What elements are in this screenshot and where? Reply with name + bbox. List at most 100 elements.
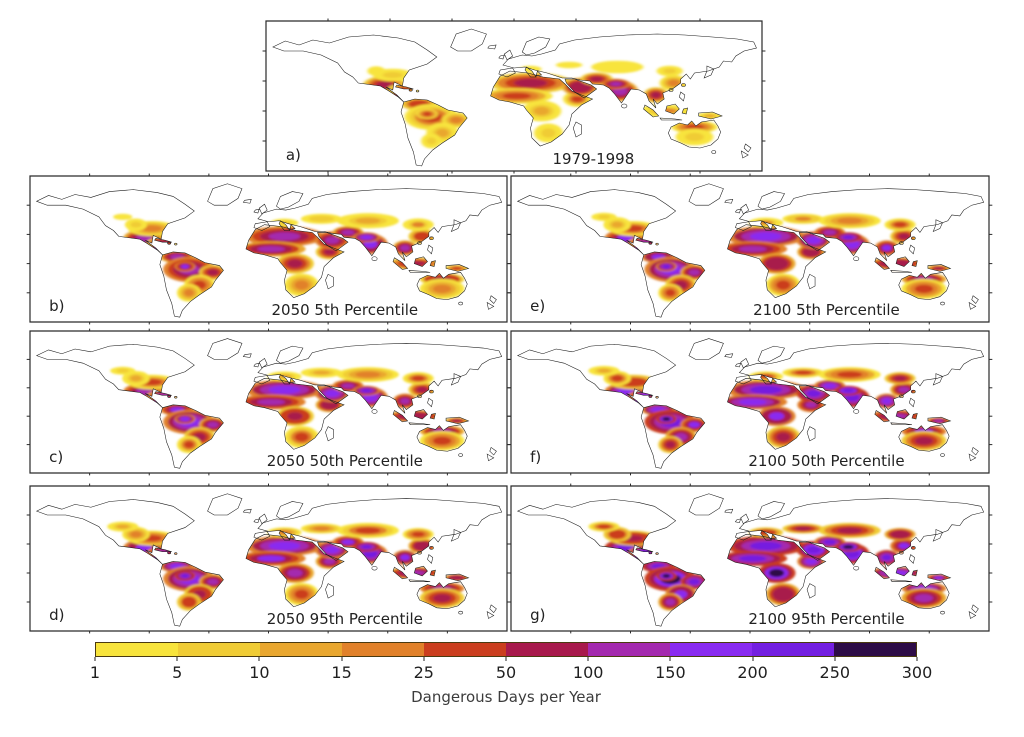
heat-region-congo [768,259,785,268]
coastline [259,514,267,524]
heat-region-us_plains [611,221,623,228]
heat-region-southern_africa [541,128,556,138]
panel-border [30,176,507,322]
heat-region-gran_chaco [426,137,437,145]
coastline [160,405,224,468]
heat-layer [110,366,469,454]
coastline [807,274,815,289]
heat-region-canada_south [597,368,611,373]
colorbar-tick-label-100: 100 [572,663,604,682]
coastline [891,580,912,582]
coastline [896,566,909,576]
coastline [666,104,680,114]
heat-region-horn_east_africa [805,248,817,255]
coastline [636,548,653,552]
coastline [246,378,344,449]
coastline [854,410,859,414]
colorbar-tick-mark [423,657,425,661]
coastline [430,261,435,267]
coastline [656,396,659,398]
coastline [621,104,627,108]
heat-region-horn_east_africa [323,248,336,255]
coastline [246,534,344,607]
heat-region-central_asia [355,371,381,378]
coastline [712,151,716,154]
colorbar-axis-label: Dangerous Days per Year [411,688,601,706]
panel-title-g: 2100 95th Percentile [748,610,905,628]
coastline-layer [37,339,502,469]
heat-region-eastern_europe [560,62,578,68]
heat-region-indochina [881,554,892,561]
heat-region-us_plains [611,375,623,382]
panel-border [30,331,507,473]
coastline [911,237,915,240]
coastline [372,410,377,414]
heat-region-eastern_europe [794,216,812,221]
coastline [758,192,785,210]
heat-region-arabia [325,390,339,397]
coastline [487,303,494,310]
coastline [911,546,915,549]
heat-region-south_china [668,79,680,87]
heat-region-south_china [898,386,910,393]
heat-region-arabia [806,390,821,397]
coastline-layer [37,184,502,317]
panel-title-a: 1979-1998 [552,150,635,168]
coastline [318,386,348,404]
heat-region-sahara [268,385,301,394]
coastline [771,378,776,383]
coastline [739,189,983,261]
heat-region-eastern_europe [313,526,330,531]
coastline [660,118,682,120]
coastline [243,509,251,513]
colorbar-tick-label-200: 200 [737,663,768,682]
coastline [911,390,915,393]
coastline [969,303,976,310]
coastline-layer [518,494,984,626]
coastline [735,209,740,213]
world-map-e [511,176,989,322]
heat-region-gran_chaco [184,441,194,449]
heat-region-south_china [416,233,428,240]
heat-region-southern_africa [776,280,791,290]
coastline [573,122,581,137]
coastline [490,296,497,304]
coastline [725,199,733,203]
heat-region-ne_brazil [688,421,700,428]
heat-region-eastern_europe [794,370,812,375]
coastline [896,257,909,267]
heat-region-ne_brazil [207,578,219,585]
panel-label-e: e) [530,297,546,315]
coastline [525,67,536,77]
coastline [254,531,270,540]
coastline [896,410,909,419]
heat-region-eastern_europe [794,526,812,531]
heat-region-sahel_west_africa [738,555,767,562]
panel-border [30,486,507,631]
coastline [928,574,951,581]
heat-region-south_china [898,233,910,240]
coastline [273,35,437,102]
coastline [487,612,494,619]
heat-region-us_plains [130,531,142,538]
coastline [414,257,427,267]
coastline [451,374,460,385]
coastline [160,561,224,626]
coastline [669,89,673,92]
heat-region-canada_south [116,214,129,219]
coastline [168,552,171,554]
heat-region-congo [768,568,785,578]
coastline [636,392,653,396]
coastline [401,99,467,166]
coastline [208,494,242,515]
coastline [318,542,348,560]
heat-region-indochina [400,398,410,404]
heat-region-central_australia [914,436,933,445]
heat-region-new_guinea [451,419,462,423]
coastline [641,252,705,317]
coastline [899,551,903,554]
coastline [499,55,505,59]
colorbar-segment-10 [834,643,916,656]
coastline [689,494,724,515]
